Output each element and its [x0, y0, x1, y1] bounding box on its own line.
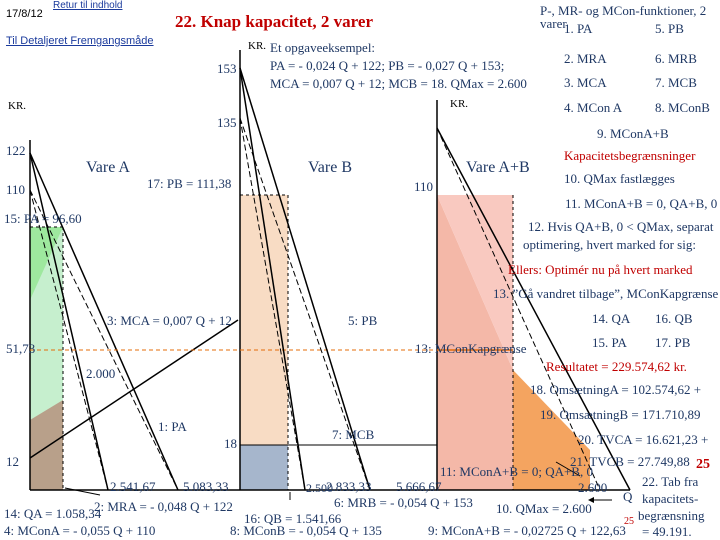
step-15: 15. PA: [592, 335, 627, 350]
step-17: 17. PB: [655, 335, 691, 350]
step-22a: 22. Tab fra: [642, 474, 699, 489]
title-vare-a: Vare A: [86, 159, 130, 176]
combined-area-orange: [513, 370, 590, 490]
example-title: Et opgaveeksempel:: [270, 40, 376, 55]
label-mcon-cap: 13: MConKapgrænse: [415, 341, 527, 356]
label-18: 18: [224, 436, 237, 451]
legend-mcon-a: 4. MCon A: [564, 100, 623, 115]
legend-mrb: 6. MRB: [655, 51, 697, 66]
page-badge-1: 25: [696, 457, 710, 472]
arrow-qa: [64, 487, 101, 496]
label-pa-1: 1: PA: [158, 419, 187, 434]
cost-area-b: [240, 445, 288, 490]
label-pa-price: 15: PA = 96,60: [4, 211, 82, 226]
label-mca-eq: 3: MCA = 0,007 Q + 12: [107, 313, 232, 328]
label-2000: 2.000: [86, 366, 116, 381]
pa-line: [29, 152, 179, 491]
label-q-axis: Q: [623, 489, 633, 504]
example-line2: MCA = 0,007 Q + 12; MCB = 18. QMax = 2.6…: [270, 76, 527, 91]
pb-line: [239, 67, 371, 491]
label-mcb-7: 7: MCB: [332, 427, 375, 442]
label-12: 12: [6, 454, 19, 469]
step-22b: kapacitets-: [642, 491, 699, 506]
label-153: 153: [217, 61, 237, 76]
label-qmax-10: 10. QMax = 2.600: [496, 501, 592, 516]
label-mcon-a: 4: MConA = - 0,055 Q + 110: [4, 523, 156, 538]
triangle-a-green: [30, 227, 63, 300]
kr-label-a: KR.: [8, 100, 27, 112]
date-label: 17/8/12: [6, 8, 43, 20]
legend-mca: 3. MCA: [564, 75, 607, 90]
title-vare-b: Vare B: [308, 159, 352, 176]
step-18: 18. OmsætningA = 102.574,62 +: [530, 382, 702, 397]
step-else: Ellers: Optimér nu på hvert marked: [508, 262, 693, 277]
kr-label: KR.: [248, 40, 267, 52]
step-16: 16. QB: [655, 311, 693, 326]
step-22d: = 49.191.: [642, 524, 692, 539]
arrow-qmax-head: [588, 497, 594, 503]
label-pb-price: 17: PB = 111,38: [147, 176, 232, 191]
label-110-ab: 110: [414, 179, 434, 194]
title-vare-ab: Vare A+B: [466, 159, 530, 176]
label-mra-eq: 2: MRA = - 0,048 Q + 122: [94, 499, 233, 514]
step-12a: 12. Hvis QA+B, 0 < QMax, separat: [528, 219, 714, 234]
step-10: 10. QMax fastlægges: [564, 171, 675, 186]
step-14: 14. QA: [592, 311, 631, 326]
kr-label-2: KR.: [450, 98, 469, 110]
mcon-ab-dashed: [436, 127, 601, 491]
step-20: 20. TVCA = 16.621,23 +: [578, 432, 709, 447]
page-title: 22. Knap kapacitet, 2 varer: [175, 12, 374, 31]
step-22c: begrænsning: [638, 508, 705, 523]
label-q5666: 5.666,67: [396, 479, 442, 494]
example-line1: PA = - 0,024 Q + 122; PB = - 0,027 Q + 1…: [270, 58, 505, 73]
label-qa: 14: QA = 1.058,34: [4, 506, 102, 521]
mcon-ab-line: [436, 127, 631, 491]
back-link[interactable]: Retur til indhold: [53, 0, 123, 11]
combined-area-pink: [437, 195, 513, 370]
legend-pb: 5. PB: [655, 21, 684, 36]
label-mrb-eq: 6: MRB = - 0,054 Q + 153: [334, 495, 473, 510]
label-122: 122: [6, 143, 26, 158]
step-19: 19. OmsætningB = 171.710,89: [540, 407, 701, 422]
label-51-73: 51,73: [6, 341, 36, 356]
legend-mcb: 7. MCB: [655, 75, 697, 90]
label-mcon-ab: 9: MConA+B = - 0,02725 Q + 122,63: [428, 523, 626, 538]
cost-area-a: [30, 400, 63, 490]
label-q2833: 2.833,33: [326, 479, 372, 494]
mcon-b-line2: [239, 117, 371, 491]
legend-pa: 1. PA: [564, 21, 593, 36]
mra-line: [29, 152, 109, 491]
label-pb-5: 5: PB: [348, 313, 378, 328]
label-qb: 16: QB = 1.541,66: [244, 511, 342, 526]
page-badge-2: 25: [624, 516, 634, 527]
revenue-area-b: [240, 195, 288, 445]
arrow-mcon0: [555, 461, 581, 477]
mcon-a-line2: [29, 189, 179, 491]
legend-mra: 2. MRA: [564, 51, 607, 66]
step-11: 11. MConA+B = 0, QA+B, 0: [565, 196, 718, 211]
step-21: 21. TVCB = 27.749,88: [570, 454, 690, 469]
label-mcon-zero: 11: MConA+B = 0; QA+B, 0: [440, 464, 593, 479]
label-q2541: 2.541,67: [110, 479, 156, 494]
step-13: 13. ”Gå vandret tilbage”, MConKapgrænse: [493, 286, 719, 301]
label-q2500: 2.500: [306, 481, 333, 495]
step-12b: optimering, hvert marked for sig:: [523, 237, 696, 252]
legend-mcon-ab: 9. MConA+B: [597, 126, 669, 141]
label-135: 135: [217, 115, 237, 130]
result-text: Resultatet = 229.574,62 kr.: [546, 359, 687, 374]
label-qmax: 2.600: [578, 480, 608, 495]
detail-link[interactable]: Til Detaljeret Fremgangsmåde: [6, 35, 154, 47]
mcon-a-line: [29, 189, 109, 491]
mca-line: [29, 319, 239, 459]
legend-heading: P-, MR- og MCon-funktioner, 2 varer: [540, 3, 707, 31]
combined-area-red: [437, 195, 513, 490]
mrb-line: [239, 67, 306, 491]
legend-mcon-b: 8. MConB: [655, 100, 710, 115]
label-q5083: 5.083,33: [183, 479, 229, 494]
label-mcon-b: 8: MConB = - 0,054 Q + 135: [230, 523, 382, 538]
label-110: 110: [6, 182, 26, 197]
capacity-heading: Kapacitetsbegrænsninger: [564, 148, 696, 163]
